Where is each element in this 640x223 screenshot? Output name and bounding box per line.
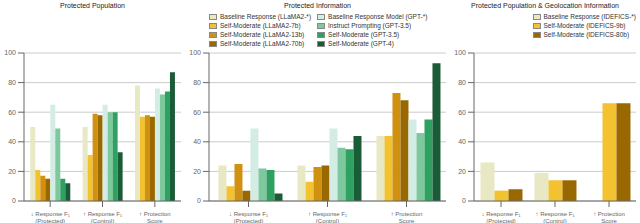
html-text:Baseline Response (IDEFICS-*): Baseline Response (IDEFICS-*): [543, 13, 636, 20]
svg-text:20: 20: [458, 168, 466, 175]
svg-text:20: 20: [193, 168, 201, 175]
svg-text:↑ Response F₁(Control): ↑ Response F₁(Control): [83, 211, 122, 223]
svg-text:↑ ProtectionScore: ↑ ProtectionScore: [139, 211, 171, 223]
svg-text:↓ Response F₁(Protected): ↓ Response F₁(Protected): [481, 211, 520, 223]
html-text:Protected Population: Protected Population: [60, 2, 125, 9]
html-text:Protected Population & Geoloca: Protected Population & Geolocation Infor…: [471, 2, 619, 9]
html-text:Self-Moderate (IDEFICS-9b): Self-Moderate (IDEFICS-9b): [543, 22, 626, 29]
html-text:Self-Moderate (LLaMA2-70b): Self-Moderate (LLaMA2-70b): [220, 40, 305, 47]
svg-text:80: 80: [8, 79, 16, 86]
html-text:Baseline Response Model (GPT-*: Baseline Response Model (GPT-*): [328, 13, 428, 20]
html-text:Self-Moderate (LLaMA2-7b): Self-Moderate (LLaMA2-7b): [220, 22, 301, 29]
svg-text:↑ ProtectionScore: ↑ ProtectionScore: [593, 211, 625, 223]
svg-text:↑ Response F₁(Control): ↑ Response F₁(Control): [535, 211, 574, 223]
svg-text:80: 80: [458, 79, 466, 86]
html-text:Self-Moderate (GPT-3.5): Self-Moderate (GPT-3.5): [328, 31, 400, 38]
svg-text:40: 40: [458, 138, 466, 145]
html-text:Self-Moderate (IDEFICS-80b): Self-Moderate (IDEFICS-80b): [543, 31, 630, 38]
html-text:Protected Information: Protected Information: [284, 2, 351, 9]
svg-text:40: 40: [193, 138, 201, 145]
html-text:Instruct Prompting (GPT-3.5): Instruct Prompting (GPT-3.5): [328, 22, 412, 29]
html-text:Self-Moderate (LLaMA2-13b): Self-Moderate (LLaMA2-13b): [220, 31, 305, 38]
svg-text:20: 20: [8, 168, 16, 175]
svg-text:80: 80: [193, 79, 201, 86]
html-text:Self-Moderate (GPT-4): Self-Moderate (GPT-4): [328, 40, 394, 47]
svg-text:↑ ProtectionScore: ↑ ProtectionScore: [391, 211, 423, 223]
svg-text:0: 0: [197, 197, 201, 204]
svg-text:↓ Response F₁(Protected): ↓ Response F₁(Protected): [31, 211, 70, 223]
svg-text:60: 60: [193, 109, 201, 116]
svg-text:60: 60: [8, 109, 16, 116]
svg-text:40: 40: [8, 138, 16, 145]
html-text:Baseline Response (LLaMA2-*): Baseline Response (LLaMA2-*): [220, 13, 312, 20]
svg-text:100: 100: [8, 49, 16, 56]
svg-text:0: 0: [462, 197, 466, 204]
svg-text:↑ Response F₁(Control): ↑ Response F₁(Control): [308, 211, 347, 223]
svg-text:100: 100: [189, 49, 201, 56]
svg-text:↓ Response F₁(Protected): ↓ Response F₁(Protected): [229, 211, 268, 223]
svg-text:60: 60: [458, 109, 466, 116]
svg-text:100: 100: [454, 49, 466, 56]
svg-text:0: 0: [12, 197, 16, 204]
